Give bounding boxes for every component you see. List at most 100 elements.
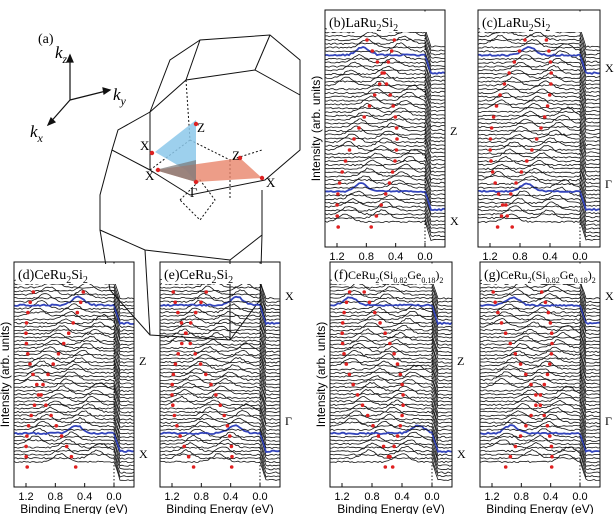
dispersion-point (170, 393, 174, 397)
dispersion-point (379, 203, 384, 207)
side-label: X (139, 447, 148, 461)
edc (478, 141, 600, 169)
edc (14, 406, 134, 435)
axis-letter: k (30, 122, 38, 141)
dispersion-point (26, 424, 31, 428)
dispersion-point (398, 424, 403, 428)
formula-sub: 2 (439, 276, 443, 285)
edc (480, 399, 600, 428)
edc (480, 413, 600, 442)
formula-sub: 2 (66, 275, 71, 286)
dispersion-point (24, 444, 28, 449)
dispersion-point (495, 225, 500, 229)
frame (329, 261, 453, 488)
dispersion-point (518, 434, 523, 438)
edc (14, 332, 134, 360)
edc (480, 371, 600, 399)
dispersion-point (496, 192, 501, 196)
y-axis-label: Intensity (arb. units) (309, 76, 323, 181)
edc (325, 65, 445, 94)
dispersion-point (545, 104, 550, 108)
formula-text: Si (381, 16, 393, 31)
edc (330, 395, 452, 424)
edc (160, 314, 280, 342)
point (237, 155, 243, 161)
dispersion-point (512, 60, 517, 64)
dispersion-point (29, 413, 33, 418)
frame (324, 9, 446, 248)
edc (14, 449, 134, 478)
formula-text: Si (71, 268, 83, 283)
dispersion-point (499, 214, 504, 218)
point (193, 179, 199, 185)
edc (14, 368, 134, 396)
dispersion-point (493, 181, 498, 185)
edc (478, 175, 600, 203)
edc (330, 357, 452, 385)
edc (480, 328, 600, 357)
dispersion-point (386, 60, 391, 64)
y-axis-label: Intensity (arb. units) (314, 322, 328, 427)
dispersion-point (28, 300, 32, 305)
formula-sub: 2 (228, 275, 233, 286)
formula-text: CeRu (34, 268, 66, 283)
edc (330, 360, 452, 389)
dispersion-point (542, 382, 547, 387)
edc (480, 318, 600, 346)
x-tick-label: 0.8 (512, 251, 527, 263)
dispersion-point (69, 454, 74, 459)
dispersion-point (539, 126, 543, 130)
title-bg (332, 264, 446, 284)
edc (325, 130, 445, 158)
dispersion-point (172, 413, 177, 418)
edc (160, 438, 280, 467)
edc (478, 80, 600, 109)
dispersion-point (347, 148, 352, 152)
formula-text: CeRu (500, 268, 527, 282)
edc (325, 118, 445, 147)
formula-text: CeRu (180, 268, 212, 283)
dispersion-point (389, 49, 394, 53)
formula-sub: 2 (83, 275, 88, 286)
dispersion-point (336, 192, 340, 196)
formula-sub: 2 (375, 276, 379, 285)
edc (478, 92, 600, 120)
edc (330, 385, 452, 414)
dispersion-point (204, 372, 208, 377)
dispersion-point (49, 413, 53, 418)
dispersion-point (73, 465, 78, 469)
dispersion-point (491, 115, 496, 119)
point (155, 167, 161, 173)
edc (14, 443, 134, 471)
title-bg (162, 264, 274, 284)
edc (160, 303, 280, 332)
dispersion-point (395, 137, 399, 141)
dispersion-point (344, 362, 349, 366)
edc (478, 106, 600, 135)
edc (478, 88, 600, 116)
side-label: X (605, 61, 614, 75)
edc (330, 306, 452, 336)
edc (160, 368, 280, 396)
formula-text: CeRu (348, 268, 375, 282)
x-axis-label: Binding Energy (eV) (337, 502, 444, 514)
frame (479, 261, 601, 488)
edc (480, 453, 600, 481)
panel-title: (d)CeRu2Si2 (18, 268, 88, 286)
dispersion-point (178, 434, 182, 438)
dispersion-point (41, 382, 45, 387)
dispersion-point (375, 60, 380, 64)
formula-text: LaRu (498, 16, 529, 31)
dispersion-point (337, 181, 342, 185)
dispersion-point (374, 214, 379, 218)
edc (325, 38, 445, 67)
edc (480, 335, 600, 364)
title-bg (327, 12, 439, 32)
edc (325, 167, 445, 196)
edc (160, 318, 280, 346)
dispersion-point (395, 362, 400, 366)
edc (330, 371, 452, 400)
edc-stack (160, 271, 280, 481)
